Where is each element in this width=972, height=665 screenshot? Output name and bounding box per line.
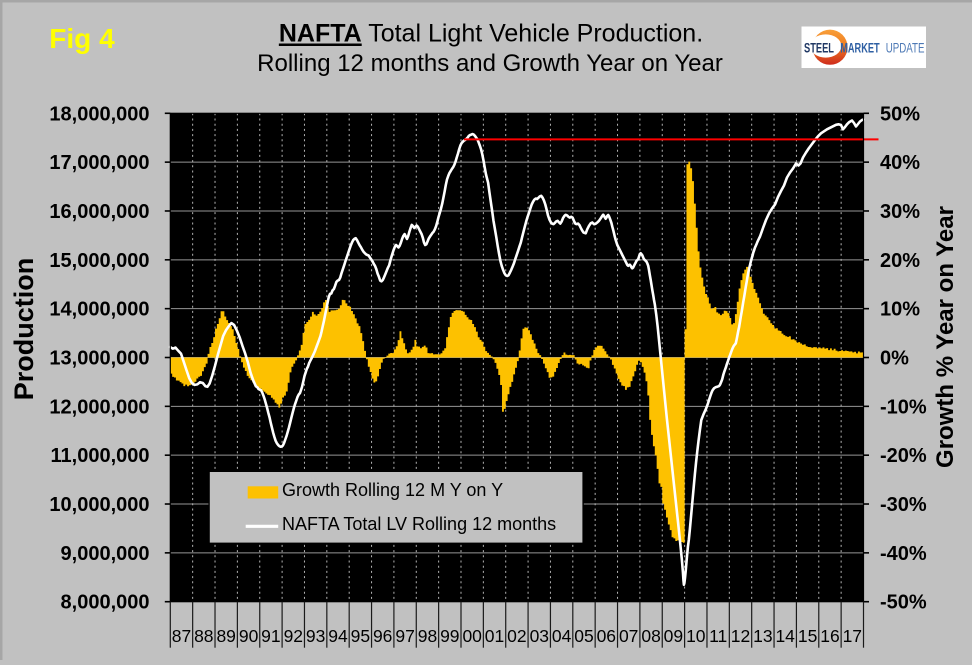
svg-text:10: 10 xyxy=(686,626,706,646)
svg-text:88: 88 xyxy=(194,626,213,646)
svg-text:90: 90 xyxy=(239,626,259,646)
svg-text:-40%: -40% xyxy=(880,543,927,565)
svg-text:96: 96 xyxy=(373,626,392,646)
svg-text:06: 06 xyxy=(597,626,616,646)
svg-text:87: 87 xyxy=(172,626,191,646)
svg-text:05: 05 xyxy=(574,626,593,646)
svg-text:08: 08 xyxy=(641,626,660,646)
svg-text:MARKET: MARKET xyxy=(840,40,880,56)
svg-text:91: 91 xyxy=(261,626,280,646)
svg-text:-10%: -10% xyxy=(880,396,927,418)
svg-text:14: 14 xyxy=(775,626,795,646)
svg-text:11: 11 xyxy=(709,626,727,646)
svg-text:98: 98 xyxy=(418,626,437,646)
svg-text:30%: 30% xyxy=(880,201,920,223)
svg-text:11,000,000: 11,000,000 xyxy=(51,445,150,467)
svg-text:Rolling 12 months and Growth Y: Rolling 12 months and Growth Year on Yea… xyxy=(257,50,723,77)
svg-text:07: 07 xyxy=(619,626,638,646)
svg-text:16,000,000: 16,000,000 xyxy=(49,201,149,223)
svg-text:NAFTA Total Light Vehicle Prod: NAFTA Total Light Vehicle Production. xyxy=(279,20,703,48)
svg-text:00: 00 xyxy=(462,626,482,646)
svg-text:Production: Production xyxy=(9,258,39,401)
svg-text:14,000,000: 14,000,000 xyxy=(49,299,149,321)
svg-text:97: 97 xyxy=(395,626,414,646)
svg-text:15,000,000: 15,000,000 xyxy=(49,250,149,272)
svg-text:20%: 20% xyxy=(880,250,920,272)
svg-text:16: 16 xyxy=(820,626,839,646)
svg-text:8,000,000: 8,000,000 xyxy=(61,592,150,614)
svg-text:-50%: -50% xyxy=(880,592,927,614)
svg-text:10,000,000: 10,000,000 xyxy=(49,494,149,516)
svg-text:15: 15 xyxy=(798,626,817,646)
svg-text:12: 12 xyxy=(731,626,750,646)
svg-text:95: 95 xyxy=(351,626,370,646)
svg-text:Growth Rolling 12 M Y on Y: Growth Rolling 12 M Y on Y xyxy=(282,480,503,500)
svg-text:92: 92 xyxy=(284,626,303,646)
svg-text:40%: 40% xyxy=(880,152,920,174)
svg-text:89: 89 xyxy=(216,626,235,646)
svg-text:17,000,000: 17,000,000 xyxy=(49,152,149,174)
svg-text:04: 04 xyxy=(552,626,572,646)
svg-text:Growth % Year on Year: Growth % Year on Year xyxy=(932,206,959,468)
svg-text:STEEL: STEEL xyxy=(804,40,834,56)
svg-text:-20%: -20% xyxy=(880,445,927,467)
svg-text:03: 03 xyxy=(530,626,549,646)
svg-text:99: 99 xyxy=(440,626,459,646)
svg-text:0%: 0% xyxy=(880,348,909,370)
svg-text:93: 93 xyxy=(306,626,325,646)
svg-text:09: 09 xyxy=(664,626,683,646)
svg-text:94: 94 xyxy=(328,626,348,646)
svg-text:13: 13 xyxy=(753,626,772,646)
svg-text:-30%: -30% xyxy=(880,494,927,516)
svg-text:13,000,000: 13,000,000 xyxy=(49,348,149,370)
svg-text:Fig 4: Fig 4 xyxy=(49,23,115,54)
svg-text:9,000,000: 9,000,000 xyxy=(61,543,150,565)
svg-text:10%: 10% xyxy=(880,299,920,321)
svg-text:UPDATE: UPDATE xyxy=(886,40,925,56)
svg-text:18,000,000: 18,000,000 xyxy=(49,103,149,125)
svg-text:NAFTA Total LV Rolling 12 mont: NAFTA Total LV Rolling 12 months xyxy=(282,514,556,534)
svg-text:02: 02 xyxy=(507,626,526,646)
svg-text:01: 01 xyxy=(485,626,504,646)
svg-text:17: 17 xyxy=(843,626,862,646)
svg-text:12,000,000: 12,000,000 xyxy=(49,396,149,418)
svg-text:50%: 50% xyxy=(880,103,920,125)
